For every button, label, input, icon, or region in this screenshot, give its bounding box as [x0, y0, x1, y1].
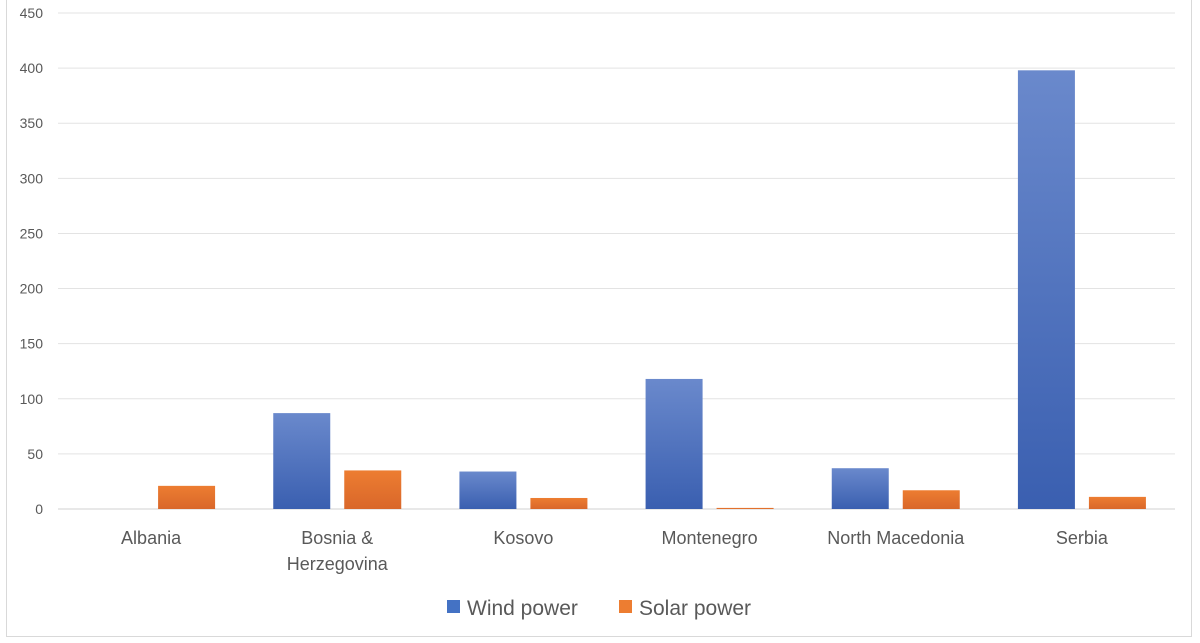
y-tick-label: 50: [27, 446, 43, 462]
bar-solar-power: [716, 507, 774, 509]
bar-wind-power: [831, 468, 889, 509]
bar-solar-power: [344, 470, 402, 509]
y-tick-label: 100: [20, 391, 44, 407]
x-tick-label: Montenegro: [662, 528, 758, 548]
y-tick-label: 350: [20, 115, 44, 131]
bar-wind-power: [1017, 70, 1075, 509]
bar-solar-power: [1088, 496, 1146, 509]
bar-wind-power: [459, 471, 517, 509]
bar-wind-power: [273, 413, 331, 509]
bar-solar-power: [158, 485, 216, 509]
legend-label: Solar power: [639, 597, 751, 620]
gridlines: [58, 12, 1175, 510]
legend: Wind power Solar power: [447, 597, 751, 620]
y-tick-label: 0: [35, 501, 43, 517]
y-tick-label: 400: [20, 60, 44, 76]
legend-swatch-wind-power: [447, 600, 460, 613]
y-tick-label: 150: [20, 336, 44, 352]
x-tick-label: Serbia: [1056, 528, 1109, 548]
bar-solar-power: [902, 490, 960, 509]
x-axis: Albania Bosnia & Herzegovina Kosovo Monteneg…: [121, 528, 1109, 574]
bar-solar-power: [530, 497, 588, 509]
y-tick-label: 200: [20, 281, 44, 297]
y-tick-label: 450: [20, 5, 44, 21]
x-tick-label: Bosnia & Herzegovina: [287, 528, 389, 574]
x-tick-label: Kosovo: [493, 528, 553, 548]
chart-frame: [6, 0, 1192, 637]
y-tick-label: 300: [20, 170, 44, 186]
legend-swatch-solar-power: [619, 600, 632, 613]
x-tick-label: Albania: [121, 528, 182, 548]
legend-label: Wind power: [467, 597, 578, 620]
y-axis: 0 50 100 150 200 250 300 350 400 450: [20, 5, 44, 517]
bar-wind-power: [645, 378, 703, 509]
bars: [158, 70, 1146, 509]
x-tick-label: North Macedonia: [827, 528, 965, 548]
y-tick-label: 250: [20, 225, 44, 241]
